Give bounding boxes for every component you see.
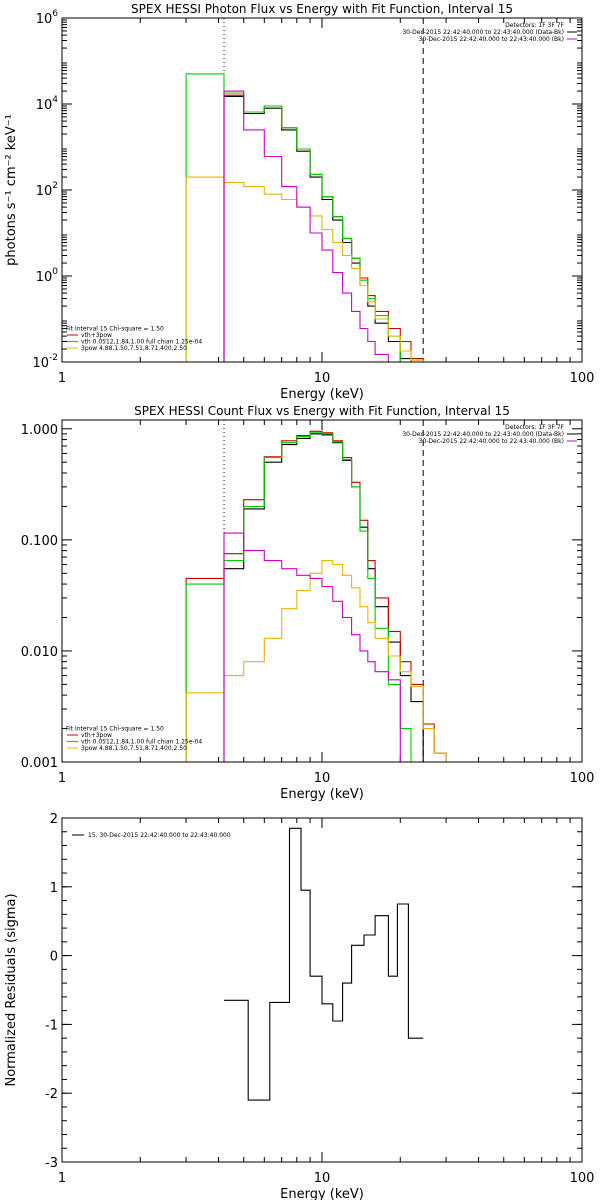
series-line-1 xyxy=(223,94,435,362)
y-tick-exponent: 2 xyxy=(52,181,58,191)
y-tick-label: 0.100 xyxy=(21,534,58,549)
series-line-4 xyxy=(223,90,389,362)
plot-frame xyxy=(61,419,583,763)
photon-flux-panel: SPEX HESSI Photon Flux vs Energy with Fi… xyxy=(4,2,594,402)
y-tick-label: 102 xyxy=(36,181,58,199)
x-tick-label: 10 xyxy=(314,371,331,386)
y-tick-base: 10 xyxy=(36,184,53,199)
count-flux-panel: SPEX HESSI Count Flux vs Energy with Fit… xyxy=(21,404,595,802)
data-layer xyxy=(185,73,435,362)
x-axis-label: Energy (keV) xyxy=(280,1187,364,1200)
y-tick-label: 1.000 xyxy=(21,423,58,438)
legend-entry: 30-Dec-2015 22:42:40.000 to 22:43:40.000… xyxy=(419,438,564,445)
legend-entry: vth 0.0512,1.84,1.00 full chian 1.25e-04 xyxy=(81,739,202,746)
legend-entry: 30-Dec-2015 22:42:40.000 to 22:43:40.000… xyxy=(402,431,564,438)
chart-title: SPEX HESSI Photon Flux vs Energy with Fi… xyxy=(131,2,513,16)
y-tick-base: 10 xyxy=(36,270,53,285)
legend-entry: Fit Interval 15 Chi-square = 1.50 xyxy=(66,726,164,733)
y-tick-exponent: 6 xyxy=(52,9,58,19)
legend-entry: vth+3pow xyxy=(81,332,112,339)
series-line-0 xyxy=(223,433,424,762)
x-tick-label: 100 xyxy=(570,371,595,386)
plot-frame xyxy=(61,817,583,1163)
legend-entry: Detectors: 1F 3F 7F xyxy=(505,22,564,29)
series-line-3 xyxy=(185,560,447,762)
x-tick-label: 10 xyxy=(314,771,331,786)
y-tick-label: 0.010 xyxy=(21,645,58,660)
chart-title: SPEX HESSI Count Flux vs Energy with Fit… xyxy=(134,404,510,418)
y-axis-label: photons s⁻¹ cm⁻² keV⁻¹ xyxy=(4,114,19,266)
y-axis-label: Normalized Residuals (sigma) xyxy=(4,893,19,1086)
legend-entry: 30-Dec-2015 22:42:40.000 to 22:43:40.000… xyxy=(419,36,564,43)
x-tick-label: 1 xyxy=(58,1171,66,1186)
x-axis-label: Energy (keV) xyxy=(280,787,364,802)
y-tick-label: 106 xyxy=(36,9,59,27)
y-tick-label: 0.001 xyxy=(21,756,58,771)
legend-entry: Fit Interval 15 Chi-square = 1.50 xyxy=(66,326,164,333)
y-tick-exponent: 0 xyxy=(52,267,58,277)
x-tick-label: 1 xyxy=(58,771,66,786)
y-tick-label: 1 xyxy=(50,881,58,896)
y-tick-exponent: 4 xyxy=(52,95,58,105)
y-tick-exponent: -2 xyxy=(49,353,58,363)
y-tick-label: 10-2 xyxy=(32,353,58,371)
series-line-1 xyxy=(185,430,447,762)
y-tick-label: 104 xyxy=(36,95,59,113)
y-tick-base: 10 xyxy=(32,356,49,371)
y-tick-label: 0 xyxy=(50,950,58,965)
x-tick-label: 1 xyxy=(58,371,66,386)
legend-entry: Detectors: 1F 3F 7F xyxy=(505,424,564,431)
y-tick-base: 10 xyxy=(36,98,53,113)
legend-entry: 3pow 4.88,1.50,7.51,8.71,400,2.50 xyxy=(81,345,187,352)
x-tick-label: 100 xyxy=(570,1171,595,1186)
data-layer xyxy=(224,827,424,1101)
y-tick-label: 100 xyxy=(36,267,59,285)
legend-entry: 15. 30-Dec-2015 22:42:40.000 to 22:43:40… xyxy=(88,832,231,839)
y-tick-label: -1 xyxy=(45,1018,58,1033)
y-tick-label: -3 xyxy=(45,1156,58,1171)
x-axis-label: Energy (keV) xyxy=(280,387,364,402)
y-tick-base: 10 xyxy=(36,12,53,27)
legend-entry: vth 0.0512,1.84,1.00 full chian 1.25e-04 xyxy=(81,339,202,346)
series-line-2 xyxy=(185,73,424,362)
series-line-0 xyxy=(224,827,424,1101)
data-layer xyxy=(185,430,447,762)
plot-frame xyxy=(61,17,583,363)
legend-entry: vth+3pow xyxy=(81,732,112,739)
series-line-4 xyxy=(223,532,401,762)
legend-entry: 30-Dec-2015 22:42:40.000 to 22:43:40.000… xyxy=(402,29,564,36)
x-tick-label: 10 xyxy=(314,1171,331,1186)
y-tick-label: 2 xyxy=(50,812,58,827)
legend-entry: 3pow 4.88,1.50,7.51,8.71,400,2.50 xyxy=(81,745,187,752)
residuals-panel: 1 10 100 -3 -2 -1 0 1 2 Energy (keV) Normalized Re… xyxy=(4,812,594,1200)
x-tick-label: 100 xyxy=(570,771,595,786)
y-tick-label: -2 xyxy=(45,1087,58,1102)
series-line-3 xyxy=(185,176,435,362)
